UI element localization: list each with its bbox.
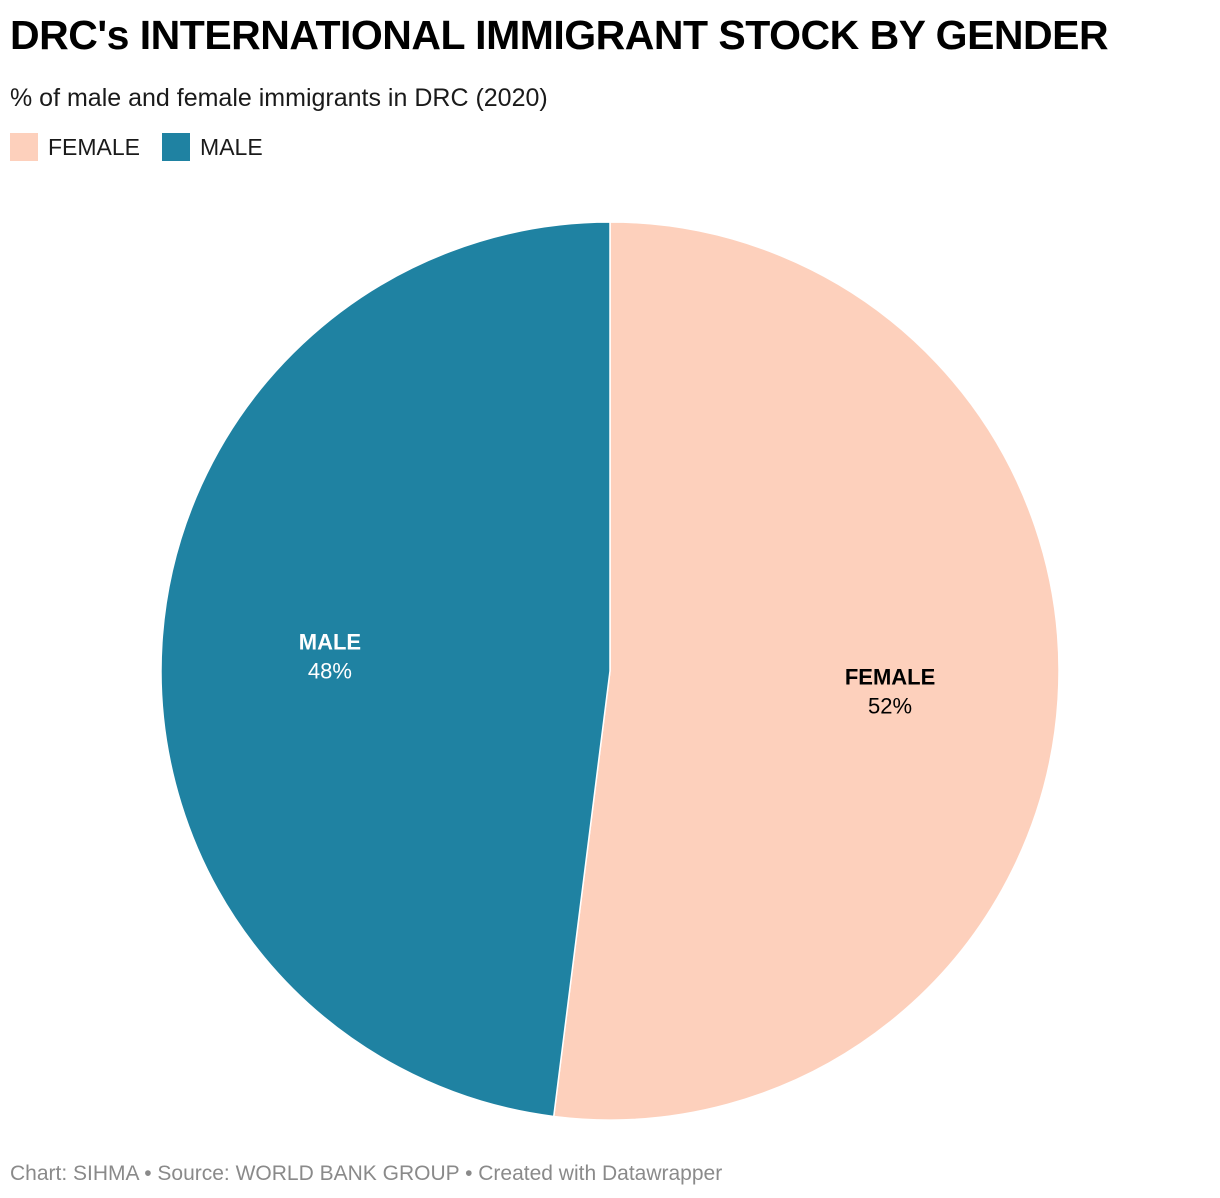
legend-item-female: FEMALE: [10, 132, 140, 162]
chart-footer: Chart: SIHMA • Source: WORLD BANK GROUP …: [10, 1162, 723, 1185]
legend-swatch-female: [10, 133, 38, 161]
legend-label-male: MALE: [200, 134, 263, 160]
legend-swatch-male: [162, 133, 191, 161]
pie-slice-male: [160, 221, 611, 1118]
legend: FEMALE MALE: [10, 132, 285, 162]
legend-label-female: FEMALE: [48, 134, 141, 160]
slice-label-male: MALE: [299, 629, 361, 654]
chart-title: DRC's INTERNATIONAL IMMIGRANT STOCK BY G…: [10, 12, 1109, 58]
legend-item-male: MALE: [162, 132, 263, 162]
pie-slice-female: [552, 221, 1060, 1121]
slice-label-female: FEMALE: [845, 665, 935, 690]
chart-subtitle: % of male and female immigrants in DRC (…: [10, 84, 548, 112]
slice-value-male: 48%: [308, 658, 352, 683]
slice-value-female: 52%: [868, 694, 912, 719]
